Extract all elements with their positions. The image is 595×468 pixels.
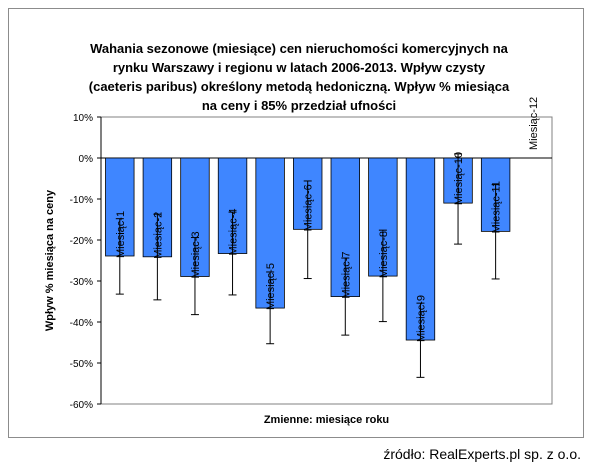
category-label: Miesiąc-10 [453, 152, 465, 205]
y-tick-label: -20% [70, 236, 93, 247]
y-tick-label: 0% [79, 154, 94, 165]
category-label: Miesiąc-8 [378, 231, 390, 278]
category-label: Miesiąc-7 [340, 252, 352, 299]
category-label: Miesiąc-11 [491, 181, 503, 233]
chart-title-line: na ceny i 85% przedział ufności [202, 98, 396, 113]
chart-title-line: (caeteris paribus) określony metodą hedo… [89, 79, 510, 94]
chart-svg: Wahania sezonowe (miesiące) cen nierucho… [44, 41, 553, 426]
category-label: Miesiąc-3 [190, 231, 202, 278]
x-axis-label: Zmienne: miesiące roku [264, 414, 389, 426]
category-label: Miesiąc-1 [115, 211, 127, 258]
source-note: źródło: RealExperts.pl sp. z o.o. [383, 446, 581, 462]
category-label: Miesiąc-9 [415, 295, 427, 342]
category-label: Miesiąc-12 [528, 97, 540, 150]
y-tick-label: -40% [70, 318, 93, 329]
category-label: Miesiąc-6 [303, 184, 315, 231]
category-label: Miesiąc-4 [228, 208, 240, 255]
y-tick-label: -50% [70, 359, 93, 370]
y-tick-label: 10% [73, 113, 93, 124]
y-axis-label: Wpływ % miesiąca na ceny [44, 189, 56, 331]
chart-frame: Wahania sezonowe (miesiące) cen nierucho… [8, 8, 584, 438]
y-tick-label: -10% [70, 195, 93, 206]
category-label: Miesiąc-2 [152, 212, 164, 259]
category-label: Miesiąc-5 [265, 263, 277, 310]
chart-title-line: Wahania sezonowe (miesiące) cen nierucho… [90, 41, 509, 56]
y-tick-label: -60% [70, 400, 93, 411]
y-tick-label: -30% [70, 277, 93, 288]
chart-title-line: rynku Warszawy i regionu w latach 2006-2… [113, 60, 486, 75]
